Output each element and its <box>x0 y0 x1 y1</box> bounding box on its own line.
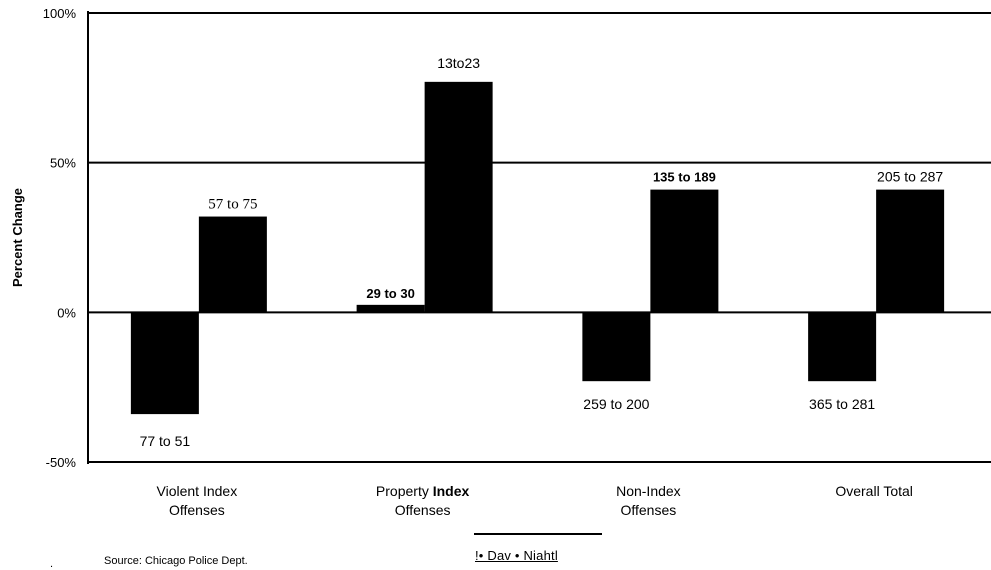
category-label-part: Index <box>433 483 470 499</box>
y-tick-label: 100% <box>43 6 77 21</box>
legend-rule <box>474 533 602 535</box>
category-label: Offenses <box>169 502 225 518</box>
axis-layer: 100% 50% 0% -50% Percent Change <box>10 6 89 470</box>
bar-niahtl <box>424 81 493 313</box>
bars-layer <box>130 81 945 415</box>
category-label: Property Index <box>376 483 470 499</box>
bar-niahtl <box>876 189 945 313</box>
category-label: Overall Total <box>835 483 913 499</box>
data-label: 13to23 <box>437 55 480 71</box>
stray-mark: . <box>50 558 54 570</box>
data-label: 29 to 30 <box>366 286 414 301</box>
data-label: 205 to 287 <box>877 169 943 185</box>
bar-dav <box>356 304 425 313</box>
category-label: Offenses <box>395 502 451 518</box>
bar-dav <box>582 312 651 382</box>
category-label-part: Property <box>376 483 433 499</box>
bar-dav <box>130 312 199 415</box>
y-tick-label: -50% <box>46 455 77 470</box>
data-label: 259 to 200 <box>583 396 649 412</box>
bar-niahtl <box>198 216 267 313</box>
label-layer: 77 to 51 57 to 75 29 to 30 13to23 259 to 200… <box>140 55 944 518</box>
grid-layer <box>88 12 991 463</box>
data-label: 57 to 75 <box>208 197 257 213</box>
y-tick-label: 0% <box>57 305 76 320</box>
category-label: Violent Index <box>157 483 238 499</box>
data-label: 77 to 51 <box>140 433 191 449</box>
source-note: Source: Chicago Police Dept. <box>104 555 248 567</box>
y-tick-label: 50% <box>50 156 76 171</box>
data-label: 365 to 281 <box>809 396 875 412</box>
data-label: 135 to 189 <box>653 170 716 185</box>
y-axis-title: Percent Change <box>10 188 25 287</box>
bar-niahtl <box>650 189 719 313</box>
legend: !• Dav • Niahtl <box>475 548 558 563</box>
bar-dav <box>808 312 877 382</box>
category-label: Non-Index <box>616 483 681 499</box>
category-label: Offenses <box>620 502 676 518</box>
